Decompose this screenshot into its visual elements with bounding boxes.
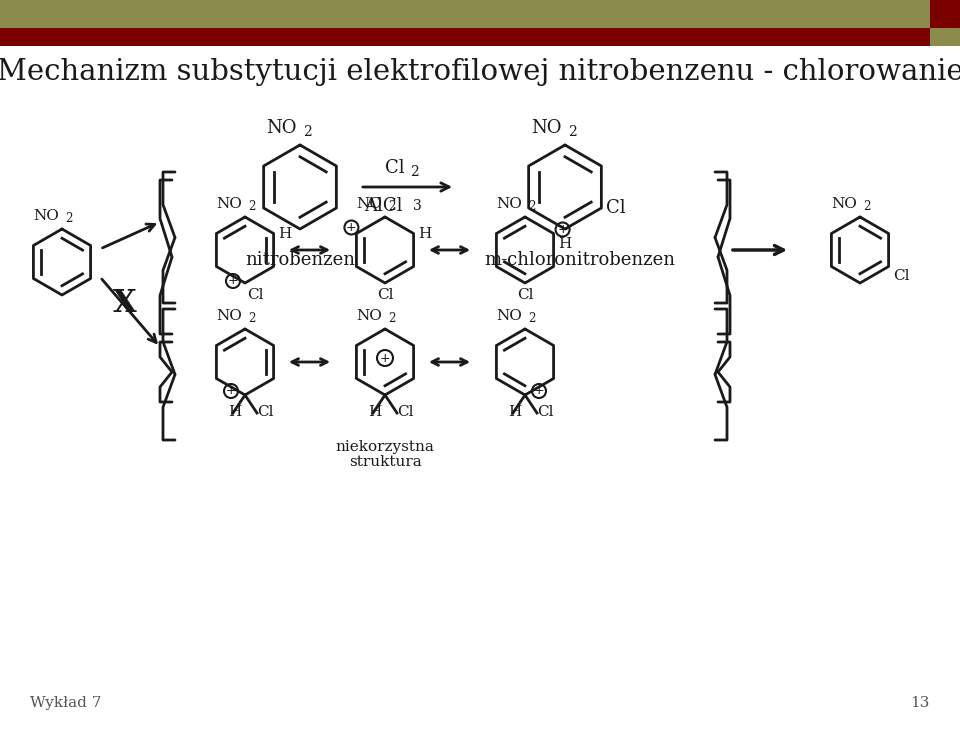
Text: Cl: Cl xyxy=(537,405,554,419)
Text: Wykład 7: Wykład 7 xyxy=(30,696,102,710)
Bar xyxy=(0,0,930,28)
Text: H: H xyxy=(509,405,521,419)
Text: Cl: Cl xyxy=(607,199,626,217)
Text: Cl: Cl xyxy=(376,288,394,302)
Text: NO: NO xyxy=(356,309,382,323)
Text: niekorzystna: niekorzystna xyxy=(336,440,435,454)
Text: NO: NO xyxy=(356,197,382,211)
Text: nitrobenzen: nitrobenzen xyxy=(245,251,355,269)
Text: X: X xyxy=(113,288,137,319)
Bar xyxy=(930,28,960,46)
Text: NO: NO xyxy=(216,197,242,211)
Text: Cl: Cl xyxy=(385,159,404,177)
Text: NO: NO xyxy=(216,309,242,323)
Text: Cl: Cl xyxy=(516,288,533,302)
Text: H: H xyxy=(559,236,572,250)
Bar xyxy=(0,28,930,46)
Text: +: + xyxy=(534,384,544,397)
Text: NO: NO xyxy=(496,309,522,323)
Text: AlCl: AlCl xyxy=(364,197,402,215)
Text: H: H xyxy=(419,226,432,241)
Text: NO: NO xyxy=(496,197,522,211)
Text: H: H xyxy=(278,226,292,241)
Text: +: + xyxy=(226,384,236,397)
Text: 2: 2 xyxy=(411,165,420,179)
Text: +: + xyxy=(228,274,238,288)
Text: 13: 13 xyxy=(911,696,930,710)
Text: +: + xyxy=(380,351,391,365)
Text: 2: 2 xyxy=(388,200,396,213)
Text: +: + xyxy=(557,223,568,236)
Text: 2: 2 xyxy=(303,125,312,139)
Text: 2: 2 xyxy=(568,125,577,139)
Text: +: + xyxy=(347,221,357,234)
Text: 3: 3 xyxy=(413,199,421,213)
Text: 2: 2 xyxy=(528,200,536,213)
Bar xyxy=(930,0,960,28)
Text: 2: 2 xyxy=(863,200,871,213)
Text: Mechanizm substytucji elektrofilowej nitrobenzenu - chlorowanie: Mechanizm substytucji elektrofilowej nit… xyxy=(0,58,960,86)
Text: 2: 2 xyxy=(528,312,536,325)
Text: NO: NO xyxy=(532,119,562,137)
Text: NO: NO xyxy=(34,209,59,223)
Text: NO: NO xyxy=(267,119,297,137)
Text: struktura: struktura xyxy=(348,455,421,469)
Text: 2: 2 xyxy=(388,312,396,325)
Text: Cl: Cl xyxy=(257,405,274,419)
Text: Cl: Cl xyxy=(247,288,263,302)
Text: 2: 2 xyxy=(248,200,255,213)
Text: m-chloronitrobenzen: m-chloronitrobenzen xyxy=(485,251,676,269)
Text: NO: NO xyxy=(831,197,857,211)
Text: Cl: Cl xyxy=(397,405,414,419)
Text: 2: 2 xyxy=(65,212,72,225)
Text: Cl: Cl xyxy=(894,269,910,283)
Text: 2: 2 xyxy=(248,312,255,325)
Text: H: H xyxy=(228,405,242,419)
Text: H: H xyxy=(369,405,382,419)
